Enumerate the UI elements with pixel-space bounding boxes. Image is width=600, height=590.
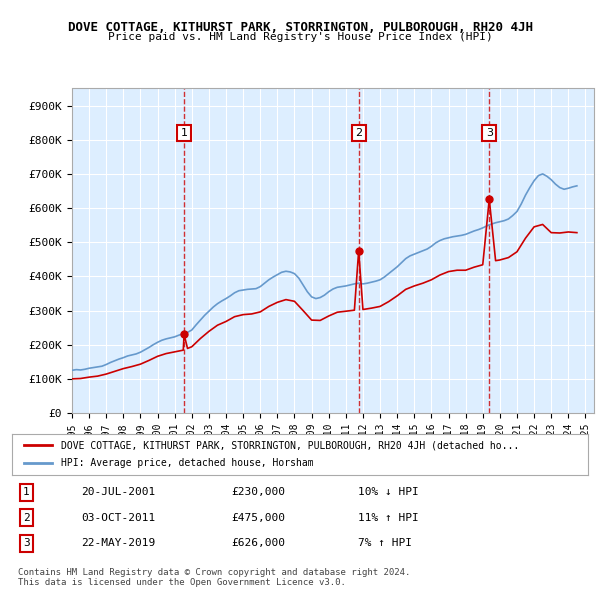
- Text: £475,000: £475,000: [231, 513, 285, 523]
- Text: 11% ↑ HPI: 11% ↑ HPI: [358, 513, 418, 523]
- Text: Price paid vs. HM Land Registry's House Price Index (HPI): Price paid vs. HM Land Registry's House …: [107, 32, 493, 42]
- Text: 03-OCT-2011: 03-OCT-2011: [81, 513, 155, 523]
- Text: 22-MAY-2019: 22-MAY-2019: [81, 538, 155, 548]
- Text: 7% ↑ HPI: 7% ↑ HPI: [358, 538, 412, 548]
- Text: 2: 2: [355, 128, 362, 138]
- Text: 1: 1: [181, 128, 188, 138]
- Text: 3: 3: [486, 128, 493, 138]
- Text: Contains HM Land Registry data © Crown copyright and database right 2024.: Contains HM Land Registry data © Crown c…: [18, 568, 410, 576]
- Text: 1: 1: [23, 487, 30, 497]
- Text: DOVE COTTAGE, KITHURST PARK, STORRINGTON, PULBOROUGH, RH20 4JH: DOVE COTTAGE, KITHURST PARK, STORRINGTON…: [67, 21, 533, 34]
- Text: DOVE COTTAGE, KITHURST PARK, STORRINGTON, PULBOROUGH, RH20 4JH (detached ho...: DOVE COTTAGE, KITHURST PARK, STORRINGTON…: [61, 440, 519, 450]
- Text: 10% ↓ HPI: 10% ↓ HPI: [358, 487, 418, 497]
- Text: £626,000: £626,000: [231, 538, 285, 548]
- Text: 3: 3: [23, 538, 30, 548]
- Text: 20-JUL-2001: 20-JUL-2001: [81, 487, 155, 497]
- Text: HPI: Average price, detached house, Horsham: HPI: Average price, detached house, Hors…: [61, 458, 314, 468]
- Text: £230,000: £230,000: [231, 487, 285, 497]
- Text: This data is licensed under the Open Government Licence v3.0.: This data is licensed under the Open Gov…: [18, 578, 346, 587]
- Text: 2: 2: [23, 513, 30, 523]
